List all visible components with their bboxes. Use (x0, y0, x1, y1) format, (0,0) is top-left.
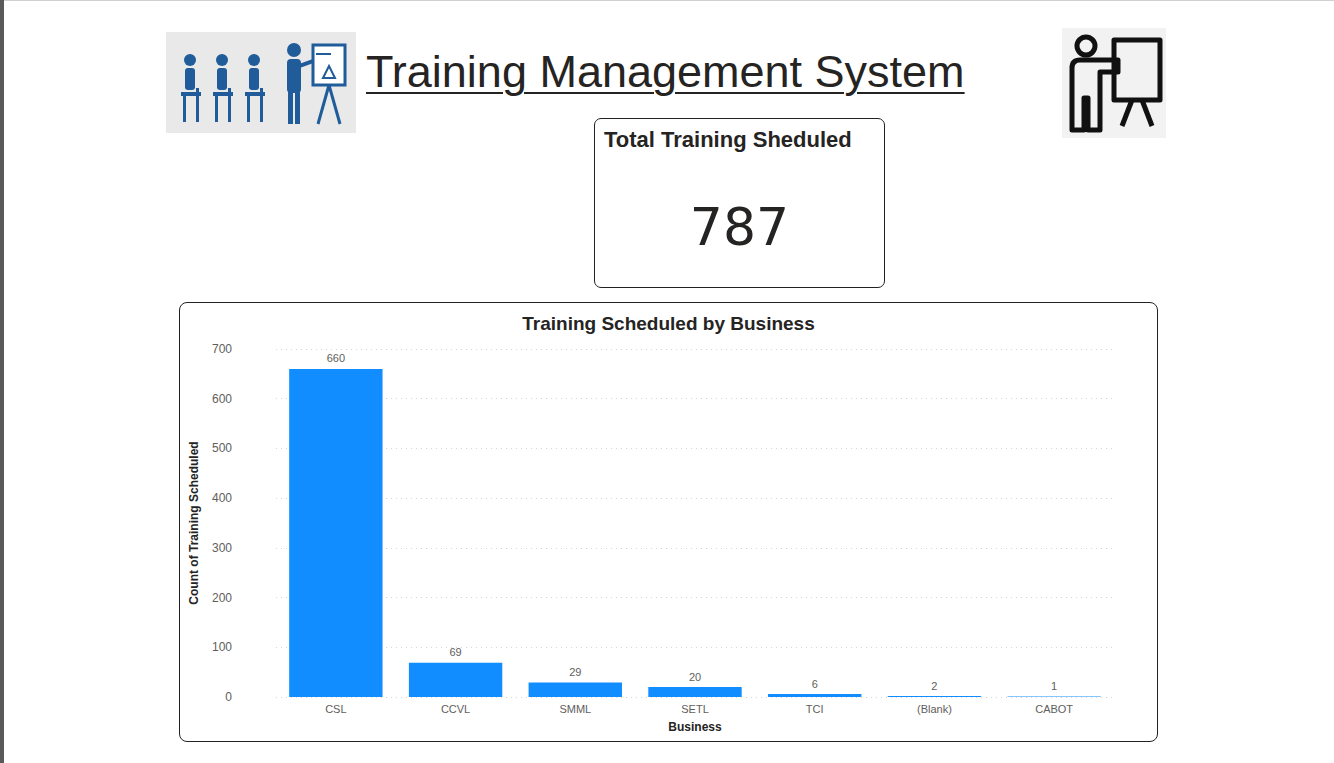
svg-text:200: 200 (212, 591, 232, 605)
svg-text:CABOT: CABOT (1035, 703, 1073, 715)
svg-text:660: 660 (327, 352, 345, 364)
svg-text:6: 6 (812, 678, 818, 690)
svg-text:CSL: CSL (325, 703, 346, 715)
svg-text:20: 20 (689, 671, 701, 683)
html-text:Training Management System: Training Management System (366, 46, 965, 97)
svg-text:100: 100 (212, 640, 232, 654)
svg-text:400: 400 (212, 491, 232, 505)
svg-text:1: 1 (1051, 680, 1057, 692)
svg-text:600: 600 (212, 392, 232, 406)
svg-text:Business: Business (668, 720, 722, 734)
svg-text:SMML: SMML (559, 703, 591, 715)
svg-text:0: 0 (225, 690, 232, 704)
svg-text:29: 29 (569, 666, 581, 678)
svg-text:700: 700 (212, 342, 232, 356)
svg-text:69: 69 (449, 646, 461, 658)
svg-text:Training Scheduled by Business: Training Scheduled by Business (522, 313, 814, 334)
svg-text:Count of Training Scheduled: Count of Training Scheduled (187, 441, 201, 604)
svg-text:CCVL: CCVL (441, 703, 470, 715)
svg-text:500: 500 (212, 441, 232, 455)
svg-text:300: 300 (212, 541, 232, 555)
svg-text:SETL: SETL (681, 703, 709, 715)
svg-text:2: 2 (931, 680, 937, 692)
html-text:787: 787 (689, 197, 790, 257)
html-text:Total Training Sheduled: Total Training Sheduled (604, 127, 852, 152)
svg-text:TCI: TCI (806, 703, 824, 715)
svg-text:(Blank): (Blank) (917, 703, 952, 715)
